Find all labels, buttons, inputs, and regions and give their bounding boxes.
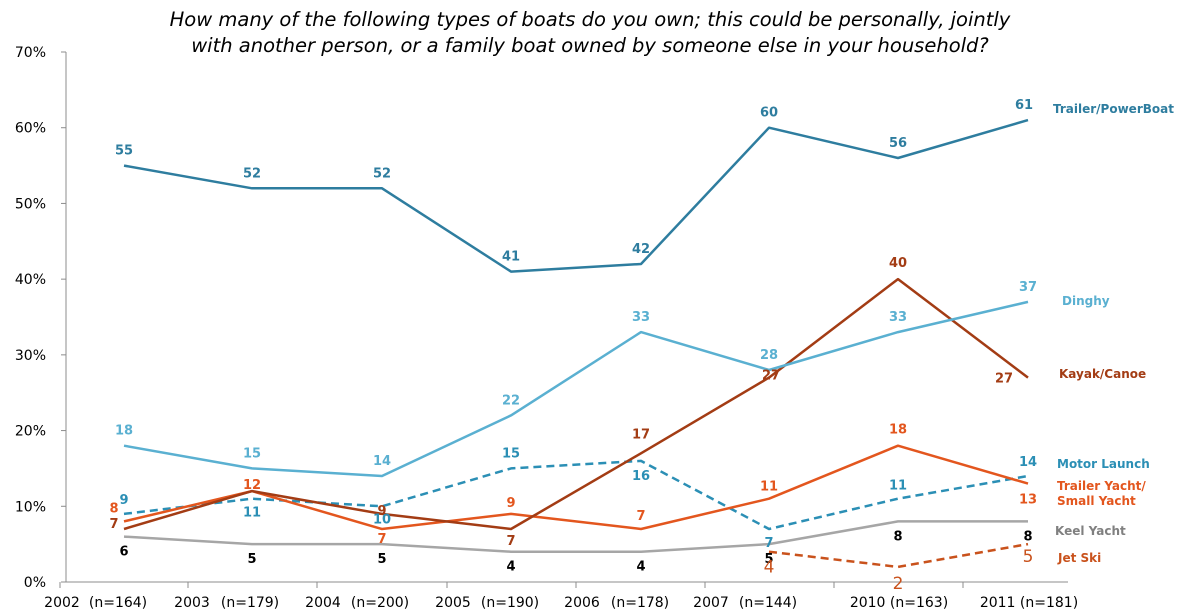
series-name-label: Trailer Yacht/ bbox=[1057, 479, 1146, 493]
data-label: 13 bbox=[1019, 493, 1037, 508]
series-name-label: Kayak/Canoe bbox=[1059, 367, 1146, 381]
series-layer bbox=[123, 118, 1029, 569]
data-label: 7 bbox=[377, 532, 386, 547]
x-axis: 2002 (n=164) 2003 (n=179) 2004 (n=200) 2005 (n=… bbox=[44, 581, 1078, 611]
y-tick-label: 50% bbox=[15, 196, 46, 212]
data-label: 4 bbox=[636, 560, 645, 575]
data-label: 18 bbox=[115, 424, 133, 439]
data-label: 7 bbox=[109, 517, 118, 532]
data-label: 56 bbox=[889, 136, 907, 151]
data-label: 7 bbox=[764, 536, 773, 551]
x-tick-label: 2011 (n=181) bbox=[980, 595, 1078, 611]
data-label: 15 bbox=[243, 446, 261, 461]
data-label: 37 bbox=[1019, 280, 1037, 295]
data-label: 8 bbox=[109, 501, 118, 516]
data-label: 22 bbox=[502, 393, 520, 408]
data-label: 4 bbox=[506, 560, 515, 575]
data-label: 27 bbox=[762, 369, 780, 384]
data-label: 8 bbox=[893, 529, 902, 544]
series-name-label: Keel Yacht bbox=[1055, 524, 1126, 538]
chart-title-line-2: with another person, or a family boat ow… bbox=[191, 34, 989, 57]
y-tick-label: 70% bbox=[15, 45, 46, 61]
series-name-label: Jet Ski bbox=[1057, 551, 1101, 565]
data-label: 11 bbox=[889, 479, 907, 494]
data-label: 9 bbox=[377, 504, 386, 519]
data-label: 5 bbox=[764, 552, 773, 567]
data-label: 40 bbox=[889, 256, 907, 271]
x-tick-label: (n=190) bbox=[481, 595, 539, 611]
data-label: 5 bbox=[1023, 547, 1034, 567]
x-tick-label: (n=179) bbox=[221, 595, 279, 611]
data-label: 41 bbox=[502, 250, 520, 265]
x-tick-label: 2007 bbox=[693, 595, 729, 611]
data-label: 17 bbox=[632, 427, 650, 442]
data-label: 33 bbox=[632, 310, 650, 325]
x-tick-label: 2010 (n=163) bbox=[850, 595, 948, 611]
x-tick-label: 2006 bbox=[564, 595, 600, 611]
series-name-layer: Trailer/PowerBoat Dinghy Kayak/Canoe Motor … bbox=[1053, 102, 1174, 565]
data-label: 27 bbox=[995, 372, 1013, 387]
x-tick-label: (n=178) bbox=[611, 595, 669, 611]
x-tick-label: 2003 bbox=[174, 595, 210, 611]
y-axis: 0% 10% 20% 30% 40% 50% 60% 70% bbox=[15, 45, 67, 591]
data-label: 28 bbox=[760, 348, 778, 363]
data-label: 11 bbox=[760, 480, 778, 495]
chart-title-line-1: How many of the following types of boats… bbox=[170, 8, 1011, 31]
data-label: 16 bbox=[632, 469, 650, 484]
series-line-4 bbox=[123, 444, 1029, 531]
series-line-2 bbox=[123, 277, 1029, 531]
x-tick-label: (n=200) bbox=[351, 595, 409, 611]
data-label: 12 bbox=[243, 478, 261, 493]
data-label: 7 bbox=[636, 509, 645, 524]
y-tick-label: 10% bbox=[15, 499, 46, 515]
data-label: 60 bbox=[760, 106, 778, 121]
data-label: 5 bbox=[377, 552, 386, 567]
series-line-0 bbox=[123, 118, 1029, 273]
series-name-label: Motor Launch bbox=[1057, 457, 1150, 471]
x-tick-label: (n=164) bbox=[89, 595, 147, 611]
x-tick-label: 2005 bbox=[435, 595, 471, 611]
data-label: 42 bbox=[632, 242, 650, 257]
data-label: 14 bbox=[373, 454, 391, 469]
data-label: 9 bbox=[506, 496, 515, 511]
data-label: 52 bbox=[243, 166, 261, 181]
data-label: 52 bbox=[373, 166, 391, 181]
data-label: 8 bbox=[1023, 529, 1032, 544]
chart-title: How many of the following types of boats… bbox=[170, 8, 1011, 57]
series-line-3 bbox=[123, 459, 1029, 531]
series-name-label: Small Yacht bbox=[1057, 494, 1136, 508]
data-label: 6 bbox=[119, 545, 128, 560]
series-name-label: Dinghy bbox=[1062, 294, 1110, 308]
y-tick-label: 20% bbox=[15, 424, 46, 440]
data-label: 55 bbox=[115, 144, 133, 159]
data-label: 15 bbox=[502, 446, 520, 461]
data-label: 10 bbox=[373, 512, 391, 527]
series-line-6 bbox=[768, 542, 1029, 569]
series-line-1 bbox=[123, 300, 1029, 478]
data-label: 18 bbox=[889, 423, 907, 438]
y-tick-label: 60% bbox=[15, 121, 46, 137]
data-label: 61 bbox=[1015, 98, 1033, 113]
data-label: 7 bbox=[506, 534, 515, 549]
data-label: 33 bbox=[889, 310, 907, 325]
series-line-5 bbox=[123, 520, 1028, 553]
series-name-label: Trailer/PowerBoat bbox=[1053, 102, 1174, 116]
x-tick-label: 2002 bbox=[44, 595, 80, 611]
data-label: 4 bbox=[764, 558, 775, 578]
y-tick-label: 40% bbox=[15, 272, 46, 288]
y-tick-label: 0% bbox=[24, 575, 46, 591]
y-tick-label: 30% bbox=[15, 348, 46, 364]
data-label: 5 bbox=[247, 552, 256, 567]
data-label: 9 bbox=[119, 493, 128, 508]
data-label: 2 bbox=[893, 574, 904, 594]
data-label: 11 bbox=[243, 506, 261, 521]
x-tick-label: 2004 bbox=[305, 595, 341, 611]
data-label: 14 bbox=[1019, 455, 1037, 470]
x-tick-label: (n=144) bbox=[739, 595, 797, 611]
